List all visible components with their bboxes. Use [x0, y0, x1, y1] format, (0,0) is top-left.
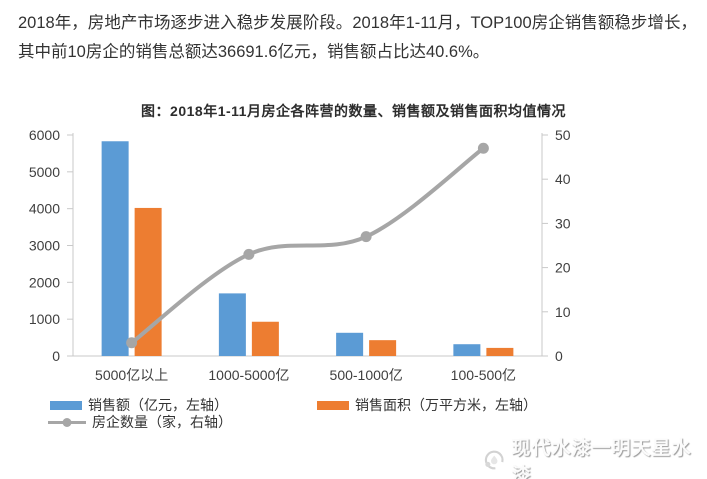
left-axis-tick-label: 3000: [29, 238, 60, 254]
legend-label: 房企数量（家，右轴）: [92, 414, 232, 430]
line-legend-swatch-icon: [48, 417, 86, 428]
x-axis-category-label: 1000-5000亿: [208, 367, 289, 383]
bar-sales-amount-2: [336, 332, 364, 356]
intro-paragraph: 2018年，房地产市场逐步进入稳步发展阶段。2018年1-11月，TOP100房…: [18, 14, 697, 61]
line-marker-0: [126, 337, 138, 349]
legend-item-sales-area: 销售面积（万平方米，左轴）: [317, 395, 537, 415]
bar-sales-amount-0: [101, 141, 129, 356]
legend-item-sales-amount: 销售额（亿元，左轴）: [50, 395, 228, 415]
left-axis-tick-label: 6000: [29, 127, 60, 143]
bar-sales-amount-3: [453, 344, 481, 356]
right-axis-tick-label: 30: [555, 215, 571, 231]
line-series-path: [129, 146, 486, 345]
left-axis-tick-label: 2000: [29, 274, 60, 290]
paint-drop-logo-icon: [484, 450, 504, 470]
bar-legend-swatch-icon: [317, 400, 349, 410]
x-axis-category-label: 5000亿以上: [95, 367, 168, 383]
legend-item-company-count: 房企数量（家，右轴）: [48, 412, 232, 432]
bar-sales-area-3: [486, 347, 514, 356]
bar-sales-area-1: [251, 321, 279, 356]
left-axis-tick-label: 5000: [29, 164, 60, 180]
line-marker-1: [243, 248, 255, 260]
watermark: 现代水漆一明天星水漆: [482, 433, 707, 479]
right-axis-tick-label: 20: [555, 260, 571, 276]
left-axis-tick-label: 1000: [29, 311, 60, 327]
right-axis-tick-label: 10: [555, 304, 571, 320]
x-axis-category-label: 100-500亿: [451, 367, 516, 383]
bar-sales-area-0: [134, 207, 162, 356]
left-axis-tick-label: 0: [52, 348, 60, 364]
legend-label: 销售面积（万平方米，左轴）: [355, 397, 537, 413]
x-axis-category-label: 500-1000亿: [330, 367, 403, 383]
right-axis-tick-label: 40: [555, 171, 571, 187]
bar-sales-area-2: [369, 340, 397, 356]
legend-label: 销售额（亿元，左轴）: [88, 397, 228, 413]
chart-title: 图：2018年1-11月房企各阵营的数量、销售额及销售面积均值情况: [141, 103, 566, 119]
line-marker-3: [477, 142, 489, 154]
bar-legend-swatch-icon: [50, 400, 82, 410]
watermark-text: 现代水漆一明天星水漆: [511, 438, 692, 479]
left-axis-tick-label: 4000: [29, 201, 60, 217]
bar-sales-amount-1: [218, 293, 246, 356]
line-marker-2: [360, 231, 372, 243]
right-axis-tick-label: 50: [555, 127, 571, 143]
right-axis-tick-label: 0: [555, 348, 563, 364]
